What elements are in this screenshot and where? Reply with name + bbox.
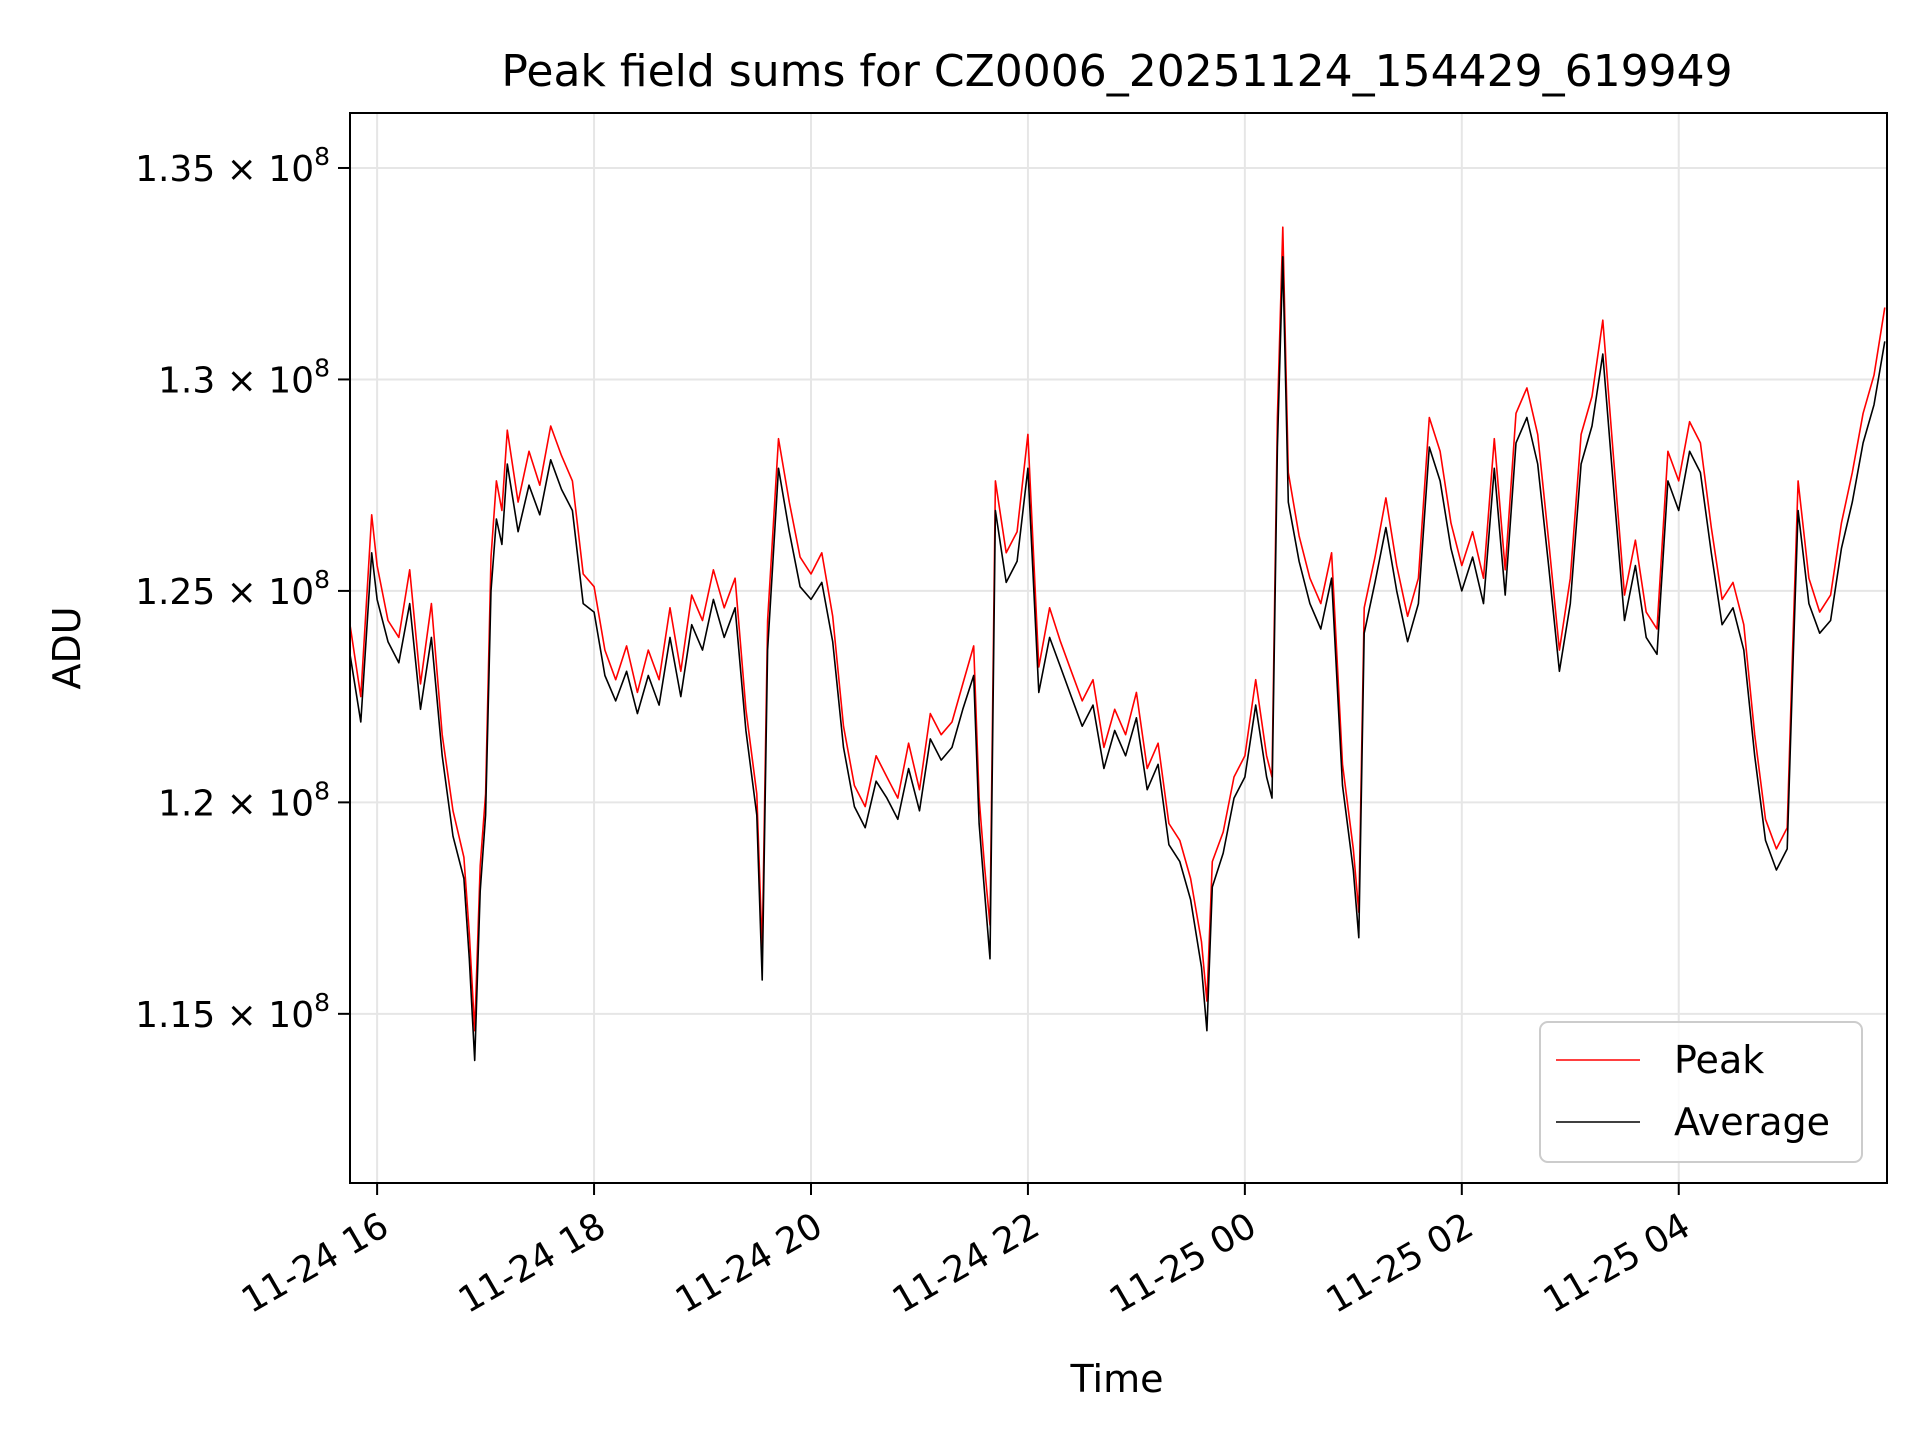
series-line-peak xyxy=(350,226,1886,1032)
legend-box xyxy=(1539,1021,1863,1163)
y-axis: 1.15 × 108 1.2 × 108 1.25 × 108 1.3 × 108 1.… xyxy=(135,142,350,1036)
y-tick-label: 1.2 × 108 xyxy=(158,776,330,824)
x-axis-title: Time xyxy=(1070,1357,1164,1401)
legend-label-average: Average xyxy=(1674,1100,1830,1144)
y-axis-title: ADU xyxy=(45,606,89,689)
plot-frame xyxy=(349,112,1888,1184)
y-tick-label: 1.25 × 108 xyxy=(135,565,330,613)
y-tick-label: 1.35 × 108 xyxy=(135,142,330,190)
y-tick-label: 1.3 × 108 xyxy=(158,353,330,401)
legend-label-peak: Peak xyxy=(1674,1038,1764,1082)
chart-title: Peak field sums for CZ0006_20251124_1544… xyxy=(501,46,1732,97)
legend: Peak Average xyxy=(1539,1021,1863,1163)
series-lines xyxy=(350,226,1886,1062)
series-line-average xyxy=(350,255,1886,1062)
y-tick-label: 1.15 × 108 xyxy=(135,988,330,1036)
